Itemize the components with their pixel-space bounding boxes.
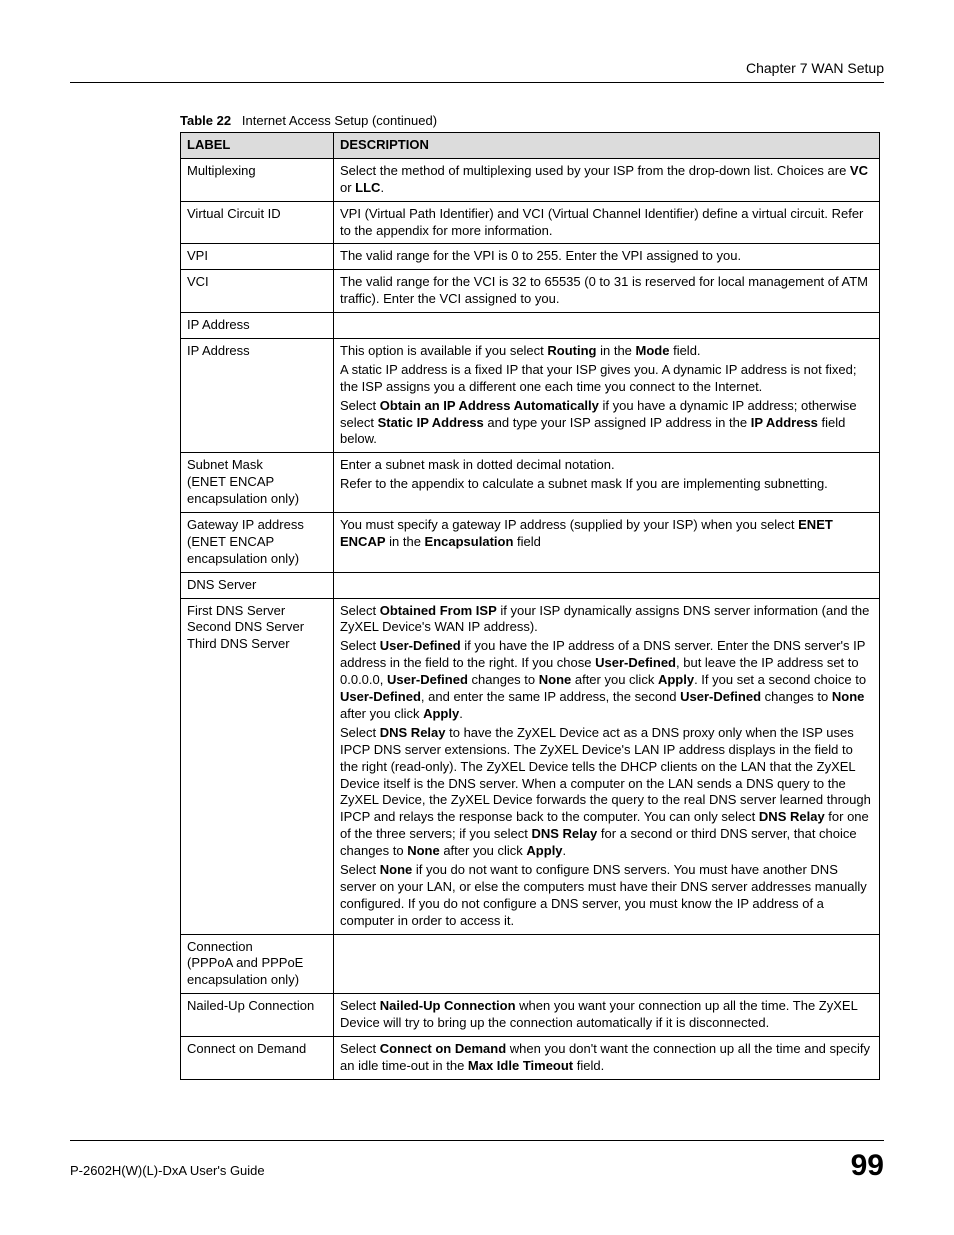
page-number: 99 bbox=[851, 1149, 884, 1183]
row-label: Multiplexing bbox=[181, 158, 334, 201]
table-row: Nailed-Up Connection Select Nailed-Up Co… bbox=[181, 994, 880, 1037]
row-label: IP Address bbox=[181, 339, 334, 453]
row-description: VPI (Virtual Path Identifier) and VCI (V… bbox=[334, 201, 880, 244]
row-label: Subnet Mask (ENET ENCAP encapsulation on… bbox=[181, 453, 334, 513]
table-row: IP Address This option is available if y… bbox=[181, 339, 880, 453]
row-label: DNS Server bbox=[181, 572, 334, 598]
row-description: Select Connect on Demand when you don't … bbox=[334, 1036, 880, 1079]
guide-name: P-2602H(W)(L)-DxA User's Guide bbox=[70, 1163, 265, 1178]
row-description bbox=[334, 313, 880, 339]
th-description: DESCRIPTION bbox=[334, 133, 880, 159]
row-description bbox=[334, 572, 880, 598]
table-caption: Table 22 Internet Access Setup (continue… bbox=[180, 113, 884, 128]
row-label: VCI bbox=[181, 270, 334, 313]
row-description bbox=[334, 934, 880, 994]
table-row: Connect on Demand Select Connect on Dema… bbox=[181, 1036, 880, 1079]
table-row: Connection (PPPoA and PPPoE encapsulatio… bbox=[181, 934, 880, 994]
row-description: Select Nailed-Up Connection when you wan… bbox=[334, 994, 880, 1037]
row-label: IP Address bbox=[181, 313, 334, 339]
table-title: Internet Access Setup (continued) bbox=[242, 113, 437, 128]
row-description: Select the method of multiplexing used b… bbox=[334, 158, 880, 201]
page-footer: P-2602H(W)(L)-DxA User's Guide 99 bbox=[70, 1149, 884, 1183]
table-row: Subnet Mask (ENET ENCAP encapsulation on… bbox=[181, 453, 880, 513]
table-row: DNS Server bbox=[181, 572, 880, 598]
table-row: Multiplexing Select the method of multip… bbox=[181, 158, 880, 201]
divider bbox=[70, 1140, 884, 1141]
table-row: Virtual Circuit ID VPI (Virtual Path Ide… bbox=[181, 201, 880, 244]
table-number: Table 22 bbox=[180, 113, 231, 128]
page: Chapter 7 WAN Setup Table 22 Internet Ac… bbox=[0, 0, 954, 1235]
chapter-title: Chapter 7 WAN Setup bbox=[70, 60, 884, 76]
row-label: VPI bbox=[181, 244, 334, 270]
row-label: First DNS Server Second DNS Server Third… bbox=[181, 598, 334, 934]
setup-table: LABEL DESCRIPTION Multiplexing Select th… bbox=[180, 132, 880, 1080]
row-description: Select Obtained From ISP if your ISP dyn… bbox=[334, 598, 880, 934]
row-description: This option is available if you select R… bbox=[334, 339, 880, 453]
row-description: Enter a subnet mask in dotted decimal no… bbox=[334, 453, 880, 513]
row-label: Connect on Demand bbox=[181, 1036, 334, 1079]
divider bbox=[70, 82, 884, 83]
table-row: IP Address bbox=[181, 313, 880, 339]
table-header-row: LABEL DESCRIPTION bbox=[181, 133, 880, 159]
row-description: You must specify a gateway IP address (s… bbox=[334, 513, 880, 573]
row-description: The valid range for the VCI is 32 to 655… bbox=[334, 270, 880, 313]
table-row: VPI The valid range for the VPI is 0 to … bbox=[181, 244, 880, 270]
table-row: First DNS Server Second DNS Server Third… bbox=[181, 598, 880, 934]
row-label: Virtual Circuit ID bbox=[181, 201, 334, 244]
row-label: Nailed-Up Connection bbox=[181, 994, 334, 1037]
th-label: LABEL bbox=[181, 133, 334, 159]
table-row: VCI The valid range for the VCI is 32 to… bbox=[181, 270, 880, 313]
row-label: Connection (PPPoA and PPPoE encapsulatio… bbox=[181, 934, 334, 994]
table-row: Gateway IP address (ENET ENCAP encapsula… bbox=[181, 513, 880, 573]
row-description: The valid range for the VPI is 0 to 255.… bbox=[334, 244, 880, 270]
row-label: Gateway IP address (ENET ENCAP encapsula… bbox=[181, 513, 334, 573]
